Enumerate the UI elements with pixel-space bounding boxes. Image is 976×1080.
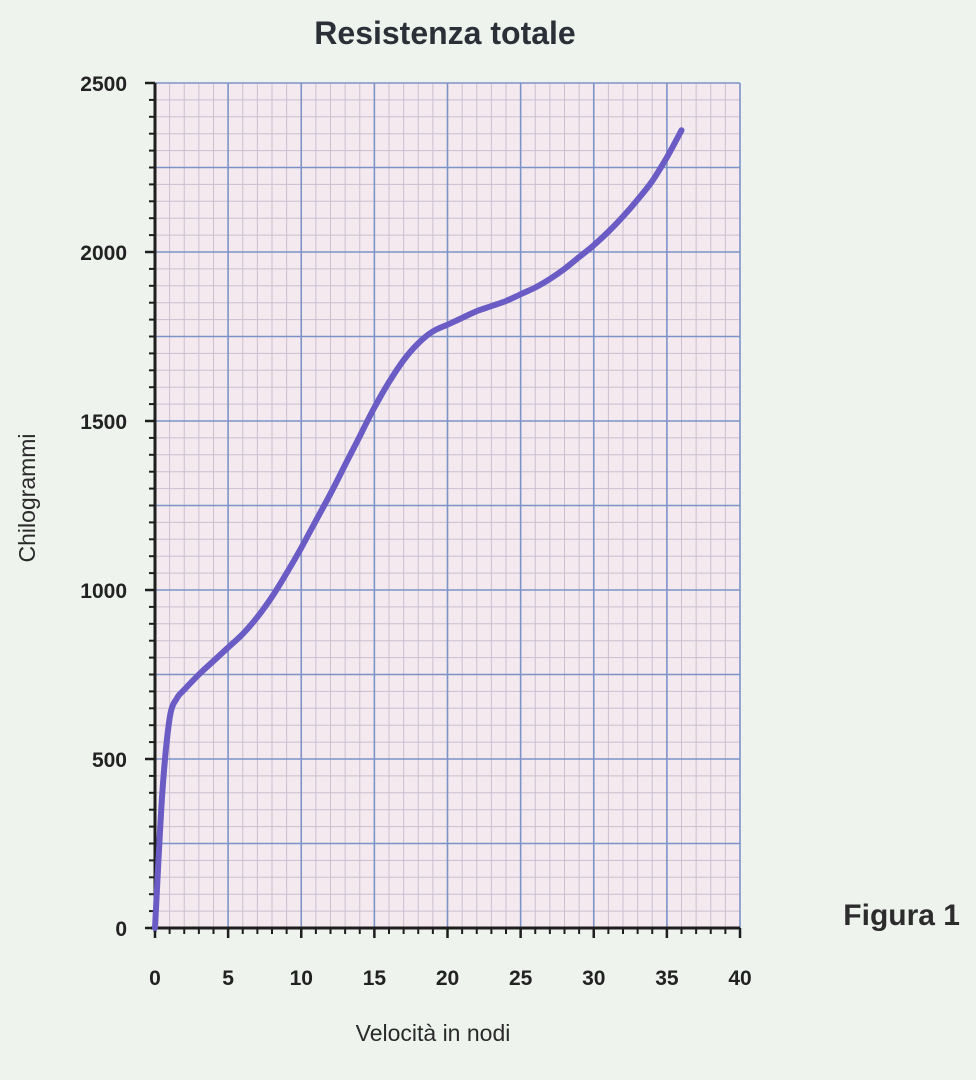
x-tick-label: 20	[436, 967, 459, 990]
chart-title: Resistenza totale	[314, 15, 575, 51]
y-tick-label: 1000	[80, 580, 127, 603]
x-tick-label: 10	[290, 967, 313, 990]
y-tick-labels: 0 500 1000 1500 2000 2500	[80, 73, 127, 941]
x-tick-label: 5	[222, 967, 234, 990]
x-axis-label: Velocità in nodi	[356, 1020, 511, 1046]
y-tick-label: 0	[115, 918, 127, 941]
x-tick-label: 0	[149, 967, 161, 990]
axes	[145, 81, 742, 938]
x-tick-label: 25	[509, 967, 533, 990]
x-tick-label: 30	[582, 967, 605, 990]
y-axis-label: Chilogrammi	[14, 433, 40, 562]
x-tick-label: 35	[655, 967, 679, 990]
y-tick-label: 2500	[80, 73, 127, 96]
y-tick-label: 2000	[80, 242, 127, 265]
x-tick-labels: 0 5 10 15 20 25 30 35 40	[149, 967, 752, 990]
y-tick-label: 1500	[80, 411, 127, 434]
y-tick-label: 500	[92, 749, 127, 772]
x-tick-label: 40	[728, 967, 751, 990]
figure-label: Figura 1	[843, 899, 960, 932]
series-line	[152, 127, 685, 931]
x-tick-label: 15	[363, 967, 387, 990]
